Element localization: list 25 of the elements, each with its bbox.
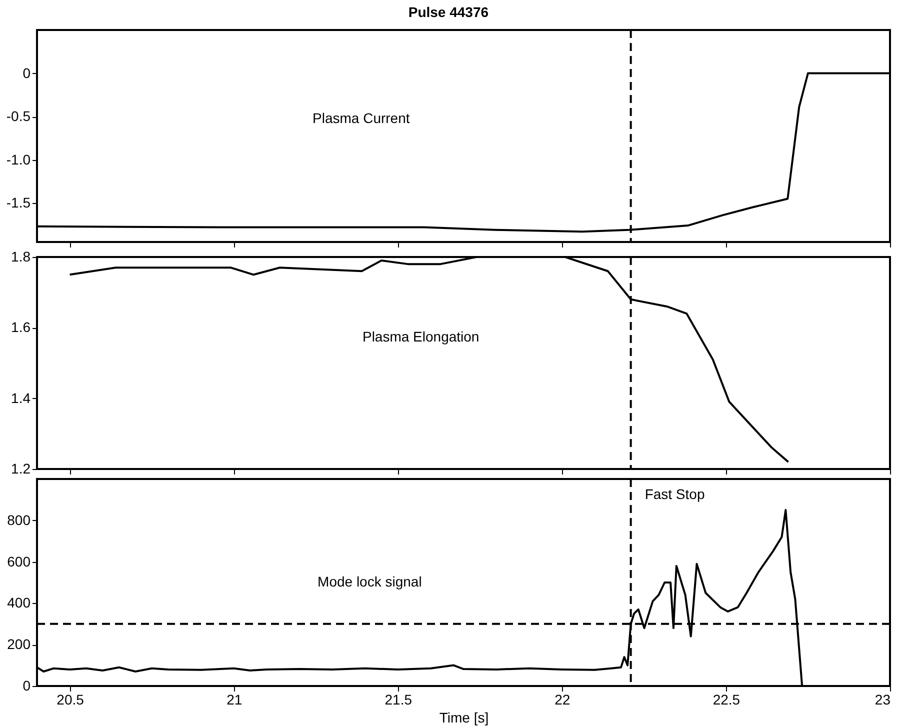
ref-line-label: Fast Stop bbox=[644, 486, 705, 502]
x-tick-label: 23 bbox=[874, 692, 891, 708]
x-tick-label: 21 bbox=[226, 692, 242, 708]
annotation: Mode lock signal bbox=[318, 574, 422, 590]
x-tick-label: 22 bbox=[554, 692, 570, 708]
y-tick-label: 800 bbox=[7, 512, 31, 528]
y-tick-label: 1.2 bbox=[11, 460, 31, 476]
y-tick-label: -1.0 bbox=[6, 151, 31, 168]
annotation: Plasma Current bbox=[312, 110, 410, 126]
y-tick-label: 1.8 bbox=[11, 248, 31, 264]
y-tick-label: 0 bbox=[22, 64, 31, 81]
x-tick-label: 20.5 bbox=[56, 692, 84, 708]
y-tick-label: 400 bbox=[7, 594, 31, 611]
y-tick-label: 1.4 bbox=[11, 390, 31, 406]
y-tick-label: 600 bbox=[7, 553, 31, 570]
y-tick-label: -0.5 bbox=[6, 108, 31, 124]
y-tick-label: -1.5 bbox=[6, 194, 31, 211]
annotation: Plasma Elongation bbox=[362, 328, 480, 345]
chart-title: Pulse 44376 bbox=[408, 4, 489, 20]
y-tick-label: 200 bbox=[7, 636, 31, 652]
y-tick-label: 0 bbox=[22, 678, 31, 694]
y-tick-label: 1.6 bbox=[11, 319, 31, 336]
x-tick-label: 21.5 bbox=[384, 692, 412, 708]
x-axis-title: Time [s] bbox=[439, 710, 489, 726]
x-tick-label: 22.5 bbox=[712, 692, 740, 708]
